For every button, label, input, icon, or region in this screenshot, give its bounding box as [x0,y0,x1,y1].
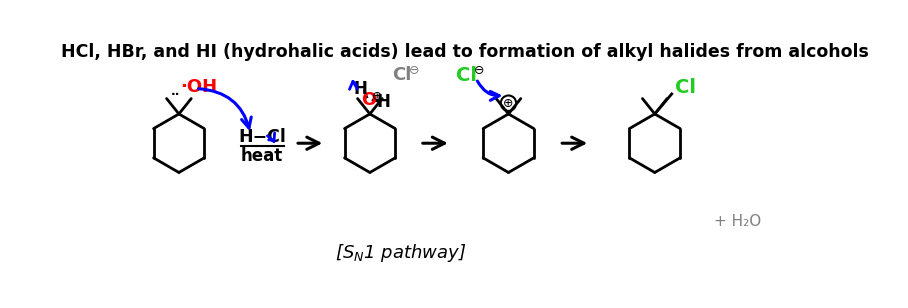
Text: H−Cl: H−Cl [238,128,286,146]
Text: ·OH: ·OH [181,78,218,96]
Text: HCl, HBr, and HI (hydrohalic acids) lead to formation of alkyl halides from alco: HCl, HBr, and HI (hydrohalic acids) lead… [62,43,869,61]
Text: Cl: Cl [675,78,696,97]
Text: Cl: Cl [392,67,412,84]
Text: ⊖: ⊖ [409,64,419,77]
Text: ⊕: ⊕ [503,97,514,110]
Text: ··: ·· [171,88,181,101]
Text: ⊖: ⊖ [474,63,485,77]
Text: ⊕: ⊕ [371,90,382,103]
Text: H: H [377,93,390,111]
Text: heat: heat [241,147,283,164]
Text: H: H [354,80,368,98]
Text: [S$_\mathregular{N}$1 pathway]: [S$_\mathregular{N}$1 pathway] [335,241,467,264]
Text: + H₂O: + H₂O [715,214,762,229]
Text: O: O [360,91,376,109]
Text: Cl: Cl [456,66,477,85]
